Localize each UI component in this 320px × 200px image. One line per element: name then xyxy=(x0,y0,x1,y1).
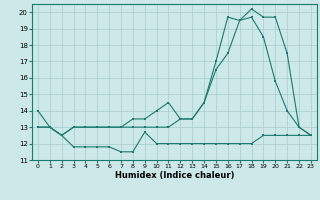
X-axis label: Humidex (Indice chaleur): Humidex (Indice chaleur) xyxy=(115,171,234,180)
